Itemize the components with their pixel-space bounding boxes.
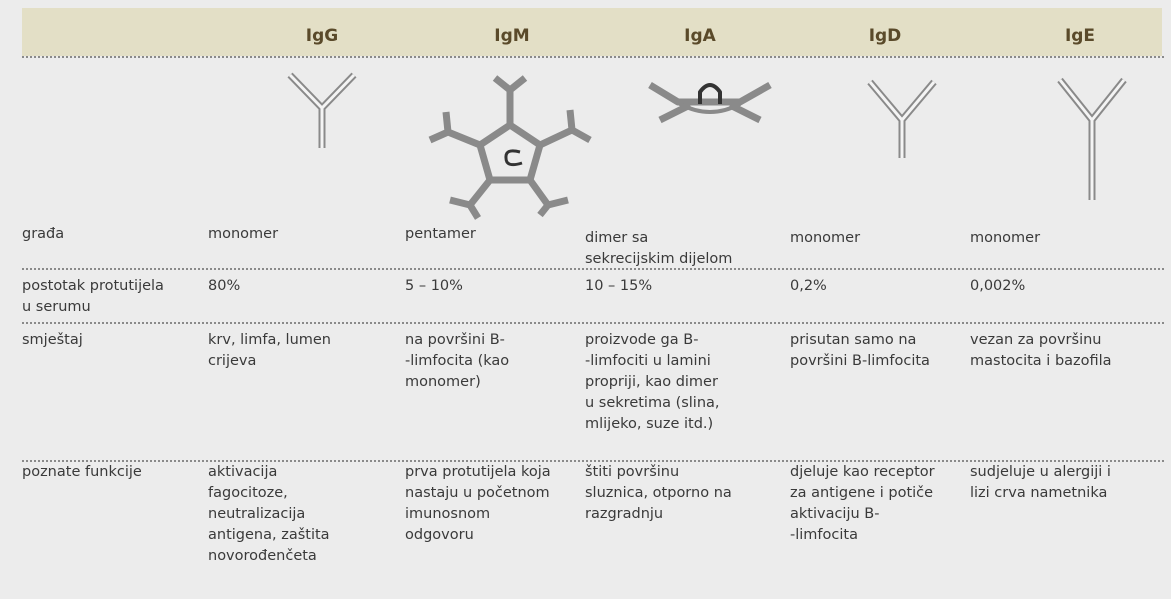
cell-line: 0,002% [970, 278, 1026, 294]
cell-line: prva protutijela koja [405, 464, 551, 480]
cell-line: -limfocita [790, 527, 858, 543]
column-header: IgA [684, 26, 716, 46]
cell-line: fagocitoze, [208, 485, 288, 501]
cell-line: vezan za površinu [970, 332, 1102, 348]
table-cell: vezan za površinu mastocita i bazofila [970, 330, 1112, 372]
cell-line: za antigene i potiče [790, 485, 934, 501]
cell-line: 10 – 15% [585, 278, 653, 294]
table-cell: pentamer [405, 224, 476, 245]
cell-line: površini B-limfocita [790, 353, 930, 369]
cell-line: sekrecijskim dijelom [585, 251, 733, 267]
cell-line: dimer sa [585, 230, 649, 246]
cell-line: lizi crva nametnika [970, 485, 1108, 501]
table-cell: na površini B- -limfocita (kao monomer) [405, 330, 509, 393]
cell-line: razgradnju [585, 506, 664, 522]
cell-line: sluznica, otporno na [585, 485, 732, 501]
cell-line: -limfocita (kao [405, 353, 510, 369]
rule [22, 268, 1164, 270]
column-header: IgM [494, 26, 530, 46]
table-cell: monomer [790, 228, 860, 249]
table-cell: 10 – 15% [585, 276, 652, 297]
ige-icon [1057, 77, 1127, 200]
row-label-line: postotak protutijela [22, 278, 164, 294]
table-cell: 0,002% [970, 276, 1025, 297]
row-label: poznate funkcije [22, 462, 142, 483]
table-cell: monomer [208, 224, 278, 245]
cell-line: novorođenčeta [208, 548, 317, 564]
table-cell: djeluje kao receptor za antigene i potiče… [790, 462, 935, 546]
table-cell: monomer [970, 228, 1040, 249]
cell-line: djeluje kao receptor [790, 464, 935, 480]
rule [22, 322, 1164, 324]
table-cell: krv, limfa, lumen crijeva [208, 330, 331, 372]
row-label-line: smještaj [22, 332, 83, 348]
cell-line: krv, limfa, lumen [208, 332, 332, 348]
cell-line: -limfociti u lamini [585, 353, 711, 369]
table-cell: dimer sa sekrecijskim dijelom [585, 228, 732, 270]
igg-icon [287, 72, 357, 148]
cell-line: crijeva [208, 353, 257, 369]
cell-line: štiti površinu [585, 464, 680, 480]
cell-line: monomer [208, 226, 279, 242]
cell-line: proizvode ga B- [585, 332, 699, 348]
iga-icon [648, 81, 772, 124]
cell-line: antigena, zaštita [208, 527, 330, 543]
table-cell: štiti površinu sluznica, otporno na razgra… [585, 462, 732, 525]
cell-line: pentamer [405, 226, 476, 242]
table-cell: 0,2% [790, 276, 827, 297]
column-header: IgD [868, 26, 902, 46]
table-cell: 80% [208, 276, 240, 297]
cell-line: neutralizacija [208, 506, 306, 522]
cell-line: 80% [208, 278, 241, 294]
table-cell: 5 – 10% [405, 276, 463, 297]
column-header: IgG [305, 26, 339, 46]
cell-line: mastocita i bazofila [970, 353, 1112, 369]
cell-line: monomer [970, 230, 1041, 246]
cell-line: imunosnom [405, 506, 491, 522]
cell-line: mlijeko, suze itd.) [585, 416, 714, 432]
table-cell: proizvode ga B- -limfociti u lamini propri… [585, 330, 720, 435]
cell-line: aktivacija [208, 464, 278, 480]
cell-line: na površini B- [405, 332, 505, 348]
rule [22, 56, 1164, 58]
cell-line: prisutan samo na [790, 332, 917, 348]
igm-icon [428, 75, 592, 220]
table-cell: prva protutijela koja nastaju u početnom i… [405, 462, 551, 546]
cell-line: nastaju u početnom [405, 485, 550, 501]
row-label-line: u serumu [22, 299, 91, 315]
cell-line: sudjeluje u alergiji i [970, 464, 1111, 480]
row-label-line: poznate funkcije [22, 464, 142, 480]
rule [22, 460, 1164, 462]
row-label: građa [22, 224, 64, 245]
cell-line: aktivaciju B- [790, 506, 880, 522]
header-band [22, 8, 1162, 56]
table-cell: sudjeluje u alergiji i lizi crva nametnik… [970, 462, 1111, 504]
cell-line: monomer) [405, 374, 481, 390]
row-label-line: građa [22, 226, 65, 242]
cell-line: u sekretima (slina, [585, 395, 720, 411]
cell-line: 0,2% [790, 278, 827, 294]
table-cell: aktivacija fagocitoze, neutralizacija antig… [208, 462, 330, 567]
cell-line: 5 – 10% [405, 278, 463, 294]
cell-line: propriji, kao dimer [585, 374, 718, 390]
row-label: smještaj [22, 330, 83, 351]
column-header: IgE [1064, 26, 1096, 46]
cell-line: odgovoru [405, 527, 474, 543]
table-cell: prisutan samo na površini B-limfocita [790, 330, 930, 372]
row-label: postotak protutijela u serumu [22, 276, 164, 318]
cell-line: monomer [790, 230, 861, 246]
igd-icon [867, 79, 937, 158]
antibody-icons [287, 72, 1127, 220]
